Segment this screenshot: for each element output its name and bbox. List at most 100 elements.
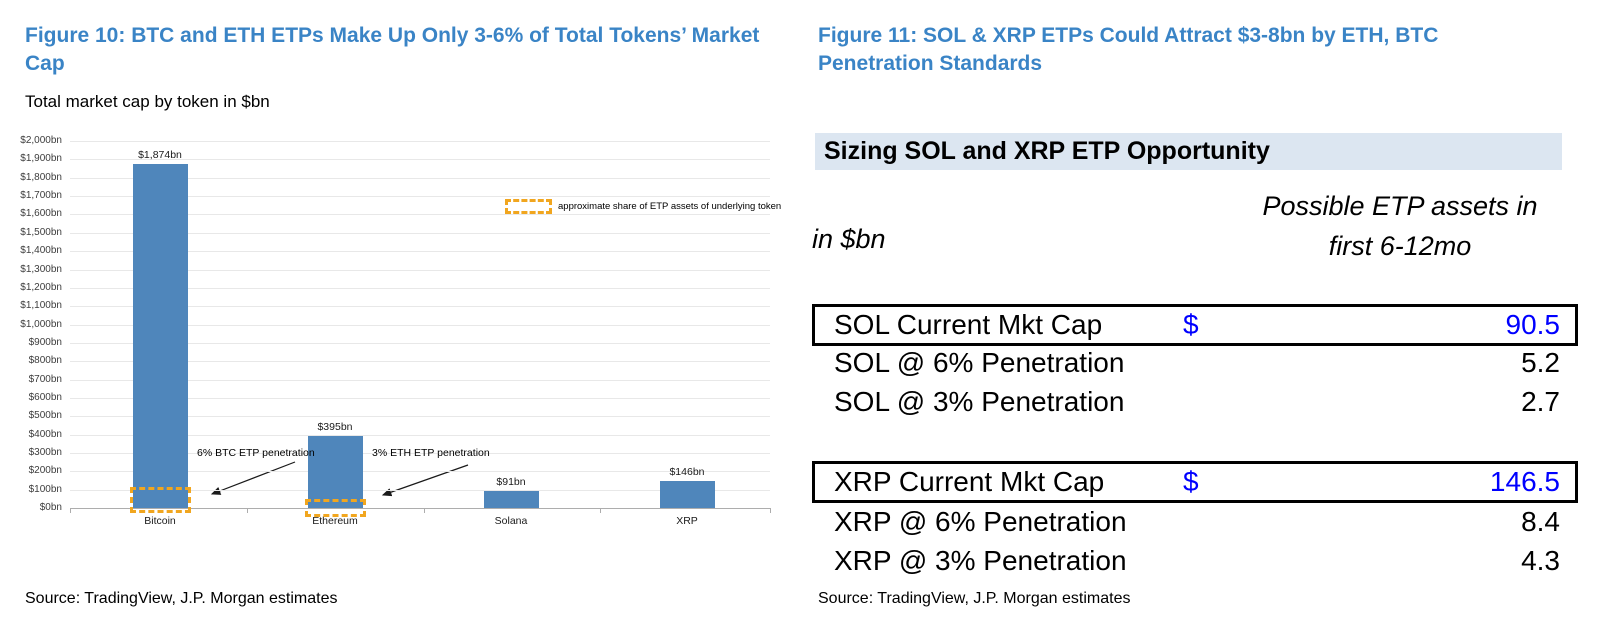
y-axis-tick-label: $1,400bn <box>20 245 62 257</box>
gridline <box>70 141 770 142</box>
x-axis-line <box>70 508 770 509</box>
y-axis-tick-label: $200bn <box>28 465 62 477</box>
table-title-band: Sizing SOL and XRP ETP Opportunity <box>815 133 1562 170</box>
row-value: 5.2 <box>1521 347 1560 378</box>
x-axis-tick <box>600 508 601 513</box>
row-value: 4.3 <box>1521 545 1560 576</box>
table-row-sol-3pct: SOL @ 3% Penetration 2.7 <box>812 382 1578 421</box>
figure10-panel: Figure 10: BTC and ETH ETPs Make Up Only… <box>0 24 800 607</box>
row-label: XRP @ 6% Penetration <box>834 506 1127 537</box>
y-axis-tick-label: $1,600bn <box>20 208 62 220</box>
y-axis-tick-label: $1,900bn <box>20 153 62 165</box>
bar-value-label: $146bn <box>669 466 705 479</box>
figure11-source: Source: TradingView, J.P. Morgan estimat… <box>818 590 1131 607</box>
legend-label: approximate share of ETP assets of under… <box>558 201 782 212</box>
table-row-xrp-current-mkt-cap: XRP Current Mkt Cap $ 146.5 <box>812 461 1578 503</box>
y-axis-tick-label: $1,300bn <box>20 263 62 275</box>
y-axis-tick-label: $400bn <box>28 428 62 440</box>
row-value: 2.7 <box>1521 386 1560 417</box>
row-label: SOL @ 3% Penetration <box>834 386 1125 417</box>
table-row-xrp-6pct: XRP @ 6% Penetration 8.4 <box>812 502 1578 541</box>
gridline <box>70 452 770 454</box>
gridline <box>70 214 770 216</box>
row-label: XRP Current Mkt Cap <box>834 466 1105 497</box>
gridline <box>70 471 770 473</box>
figure10-title: Figure 10: BTC and ETH ETPs Make Up Only… <box>25 24 760 75</box>
annotation-arrows <box>210 461 469 497</box>
x-axis-category-label: XRP <box>676 515 698 527</box>
row-label: XRP @ 3% Penetration <box>834 545 1127 576</box>
gridline <box>70 269 770 271</box>
figure11-panel: Figure 11: SOL & XRP ETPs Could Attract … <box>808 0 1600 640</box>
y-axis-tick-label: $600bn <box>28 391 62 403</box>
bar-value-label: $1,874bn <box>138 149 182 162</box>
gridline <box>70 306 770 308</box>
bar-value-label: $91bn <box>496 476 526 489</box>
y-axis-tick-label: $1,100bn <box>20 300 62 312</box>
table-row-xrp-3pct: XRP @ 3% Penetration 4.3 <box>812 541 1578 580</box>
y-axis-tick-label: $900bn <box>28 336 62 348</box>
gridline <box>70 379 770 381</box>
gridline <box>70 232 770 234</box>
etp-share-box-bitcoin <box>129 487 191 513</box>
etp-share-box-ethereum <box>304 499 366 517</box>
x-axis-tick <box>770 508 771 513</box>
gridline <box>70 342 770 344</box>
gridline <box>70 361 770 363</box>
row-label: SOL @ 6% Penetration <box>834 347 1125 378</box>
y-axis-tick-label: $800bn <box>28 355 62 367</box>
y-axis-tick-label: $700bn <box>28 373 62 385</box>
gridline <box>70 397 770 399</box>
annotation-eth-penetration: 3% ETH ETP penetration <box>372 447 490 459</box>
x-axis-tick <box>247 508 248 513</box>
table-row-sol-current-mkt-cap: SOL Current Mkt Cap $ 90.5 <box>812 304 1578 346</box>
y-axis-tick-label: $100bn <box>28 483 62 495</box>
row-value: 90.5 <box>1505 309 1561 340</box>
figure10-subtitle: Total market cap by token in $bn <box>25 92 270 111</box>
etp-share-swatch-icon <box>505 199 552 214</box>
gridline <box>70 416 770 418</box>
bar-ethereum <box>307 435 363 508</box>
gridline <box>70 489 770 491</box>
figure11-title: Figure 11: SOL & XRP ETPs Could Attract … <box>818 24 1439 75</box>
value-header-line1: Possible ETP assets in <box>1262 191 1538 221</box>
table-value-column-header: Possible ETP assets in first 6-12mo <box>1200 186 1600 266</box>
x-axis-tick <box>424 508 425 513</box>
figure10-source: Source: TradingView, J.P. Morgan estimat… <box>25 590 338 607</box>
gridline <box>70 434 770 436</box>
row-label: SOL Current Mkt Cap <box>834 309 1103 340</box>
y-axis-tick-label: $500bn <box>28 410 62 422</box>
table-units-header: in $bn <box>812 224 886 254</box>
x-axis-tick <box>70 508 71 513</box>
y-axis-tick-label: $1,800bn <box>20 171 62 183</box>
table-row-sol-6pct: SOL @ 6% Penetration 5.2 <box>812 343 1578 382</box>
x-axis-category-label: Bitcoin <box>144 515 176 527</box>
market-cap-bar-chart: approximate share of ETP assets of under… <box>0 130 800 542</box>
gridline <box>70 287 770 289</box>
table-title: Sizing SOL and XRP ETP Opportunity <box>824 137 1270 165</box>
annotation-btc-penetration: 6% BTC ETP penetration <box>197 447 315 459</box>
x-axis-category-label: Solana <box>494 515 528 527</box>
gridline <box>70 196 770 198</box>
y-axis-tick-label: $0bn <box>39 502 62 513</box>
bar-solana <box>483 491 539 508</box>
gridline <box>70 251 770 253</box>
row-currency: $ <box>1183 309 1199 340</box>
row-currency: $ <box>1183 466 1199 497</box>
bar-value-label: $395bn <box>317 420 353 433</box>
y-axis-tick-label: $300bn <box>28 446 62 458</box>
y-axis-tick-label: $1,500bn <box>20 226 62 238</box>
y-axis-tick-label: $1,000bn <box>20 318 62 330</box>
row-value: 146.5 <box>1489 466 1560 497</box>
y-axis-tick-label: $2,000bn <box>20 135 62 146</box>
y-axis-tick-label: $1,700bn <box>20 190 62 202</box>
x-axis-category-label: Ethereum <box>312 515 358 527</box>
gridline <box>70 177 770 179</box>
y-axis-tick-label: $1,200bn <box>20 281 62 293</box>
gridline <box>70 324 770 326</box>
gridline <box>70 159 770 161</box>
bar-bitcoin <box>132 164 188 508</box>
bar-xrp <box>659 481 715 508</box>
row-value: 8.4 <box>1521 506 1560 537</box>
